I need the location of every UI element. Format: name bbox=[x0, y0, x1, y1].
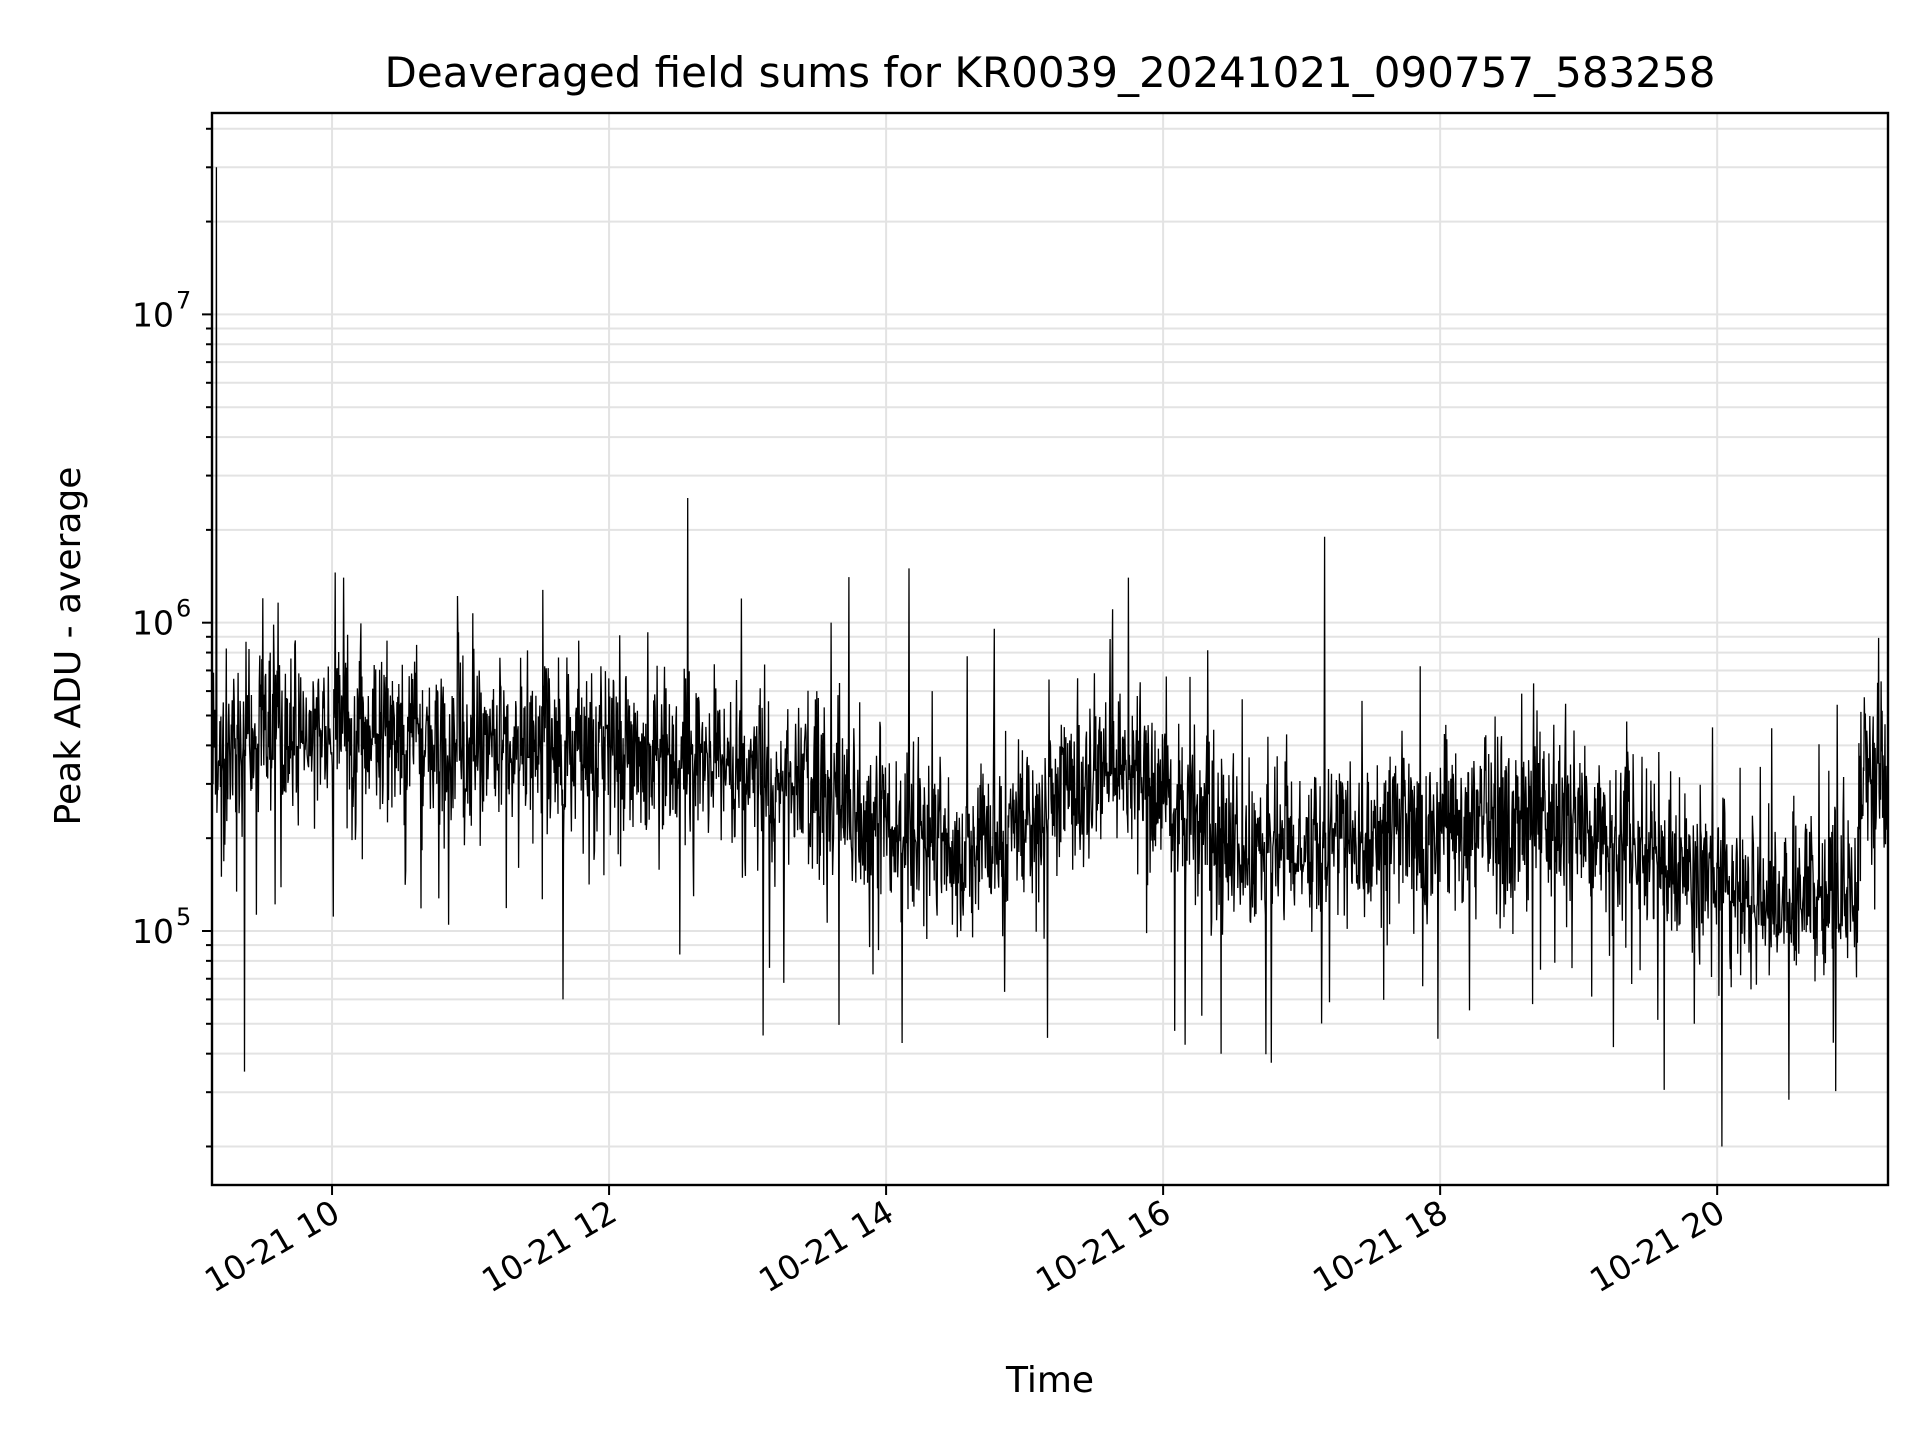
chart-title: Deaveraged field sums for KR0039_2024102… bbox=[385, 48, 1716, 97]
data-series-line bbox=[212, 167, 1888, 1147]
y-tick-label: 10 bbox=[132, 604, 174, 643]
y-tick-label: 10 bbox=[132, 912, 174, 951]
y-axis-label: Peak ADU - average bbox=[48, 467, 89, 826]
series-line bbox=[212, 167, 1888, 1147]
y-tick-exponent: 6 bbox=[176, 595, 191, 623]
grid bbox=[212, 113, 1888, 1185]
x-axis-label: Time bbox=[1005, 1360, 1094, 1401]
y-tick-exponent: 7 bbox=[176, 286, 191, 314]
y-tick-label: 10 bbox=[132, 295, 174, 334]
y-tick-exponent: 5 bbox=[176, 903, 191, 931]
plot-frame bbox=[210, 111, 1890, 1187]
